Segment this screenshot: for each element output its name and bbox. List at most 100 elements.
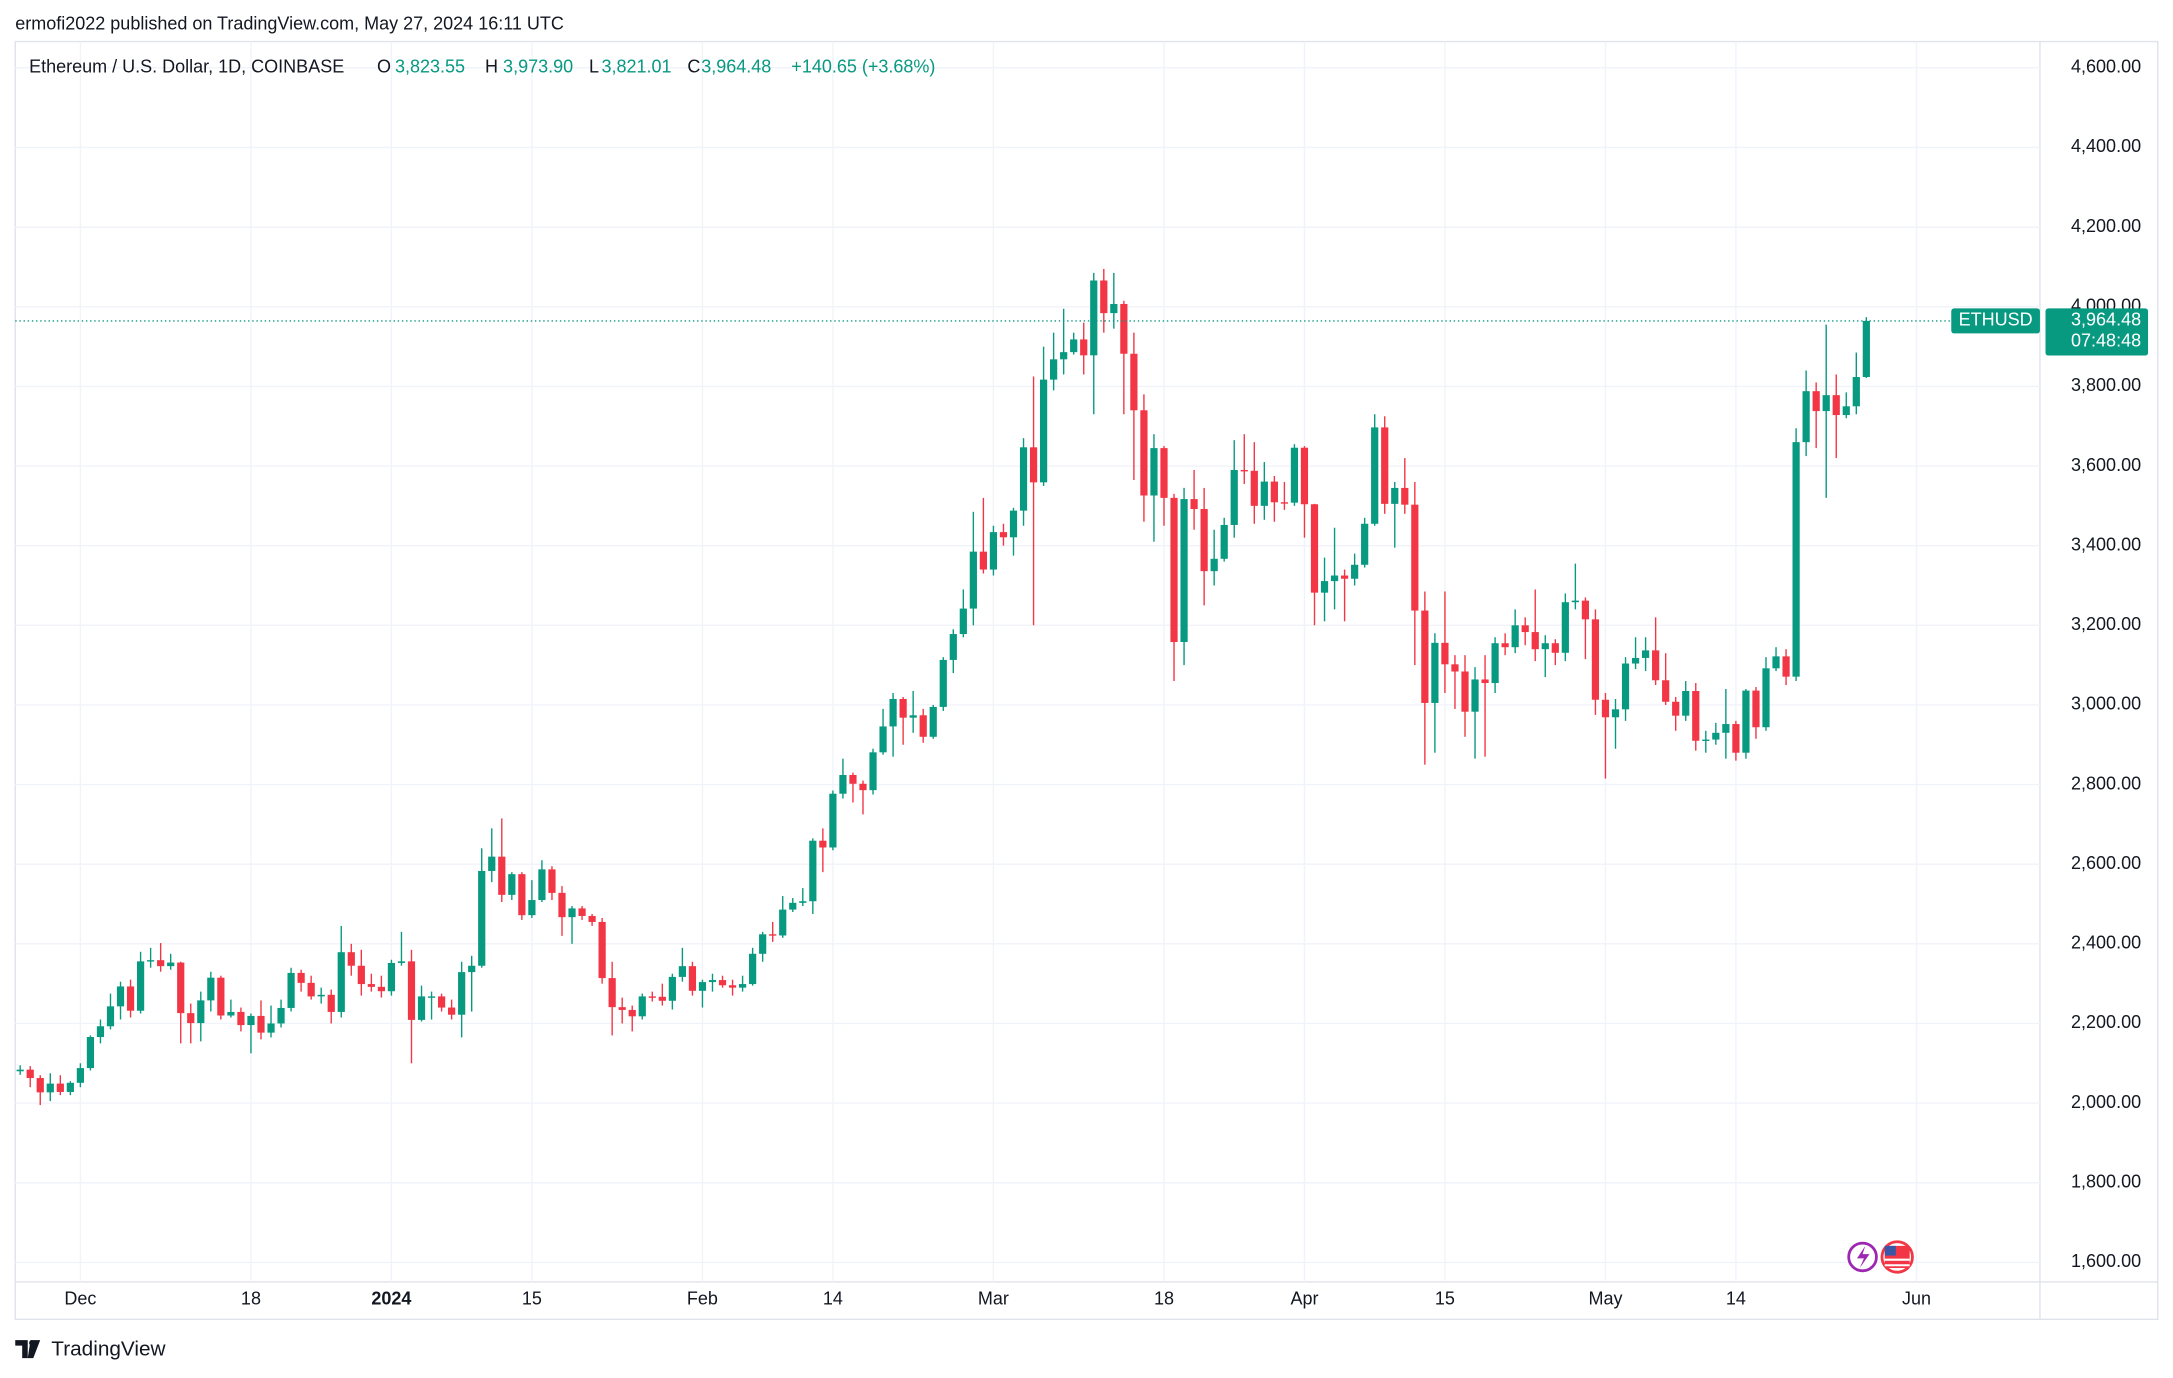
x-tick-label: Feb xyxy=(687,1289,718,1309)
candle-body xyxy=(26,1069,34,1079)
x-tick-label: Dec xyxy=(64,1289,96,1309)
candle-body xyxy=(237,1011,245,1026)
candle-body xyxy=(217,977,225,1016)
candle-body xyxy=(317,994,325,997)
candle-body xyxy=(367,984,375,987)
candle-body xyxy=(749,953,757,985)
x-tick-label: 15 xyxy=(522,1289,542,1309)
candle-body xyxy=(1371,427,1379,524)
candle-body xyxy=(86,1037,95,1069)
candle-body xyxy=(1340,575,1349,579)
y-tick-label: 4,600.00 xyxy=(2071,57,2141,77)
candle-body xyxy=(1150,448,1158,496)
candle-body xyxy=(1641,650,1650,658)
candle-body xyxy=(889,698,897,727)
candle-body xyxy=(1732,724,1740,753)
candle-body xyxy=(1431,642,1439,703)
candle-body xyxy=(1441,642,1449,665)
candle-body xyxy=(1611,709,1620,718)
candle-body xyxy=(949,634,957,660)
candle-body xyxy=(1762,668,1770,728)
candle-body xyxy=(1702,739,1710,741)
candle-body xyxy=(588,915,596,922)
y-tick-label: 3,400.00 xyxy=(2071,534,2141,554)
candle-body xyxy=(1752,690,1760,728)
candle-body xyxy=(407,961,416,1020)
candle-body xyxy=(167,962,175,967)
last-price-label: 3,964.48 xyxy=(2071,310,2141,330)
event-icon-flag xyxy=(1884,1245,1896,1256)
candle-body xyxy=(809,840,817,902)
chart-title: Ethereum / U.S. Dollar, 1D, COINBASE xyxy=(29,57,344,77)
candle-body xyxy=(1330,575,1339,582)
candle-body xyxy=(1421,610,1429,703)
candle-body xyxy=(909,715,917,718)
candle-body xyxy=(548,869,556,893)
candle-body xyxy=(1361,523,1369,565)
candle-body xyxy=(1531,632,1539,650)
candle-body xyxy=(1411,504,1419,611)
candle-body xyxy=(1130,353,1138,411)
candle-body xyxy=(1682,690,1690,716)
candle-body xyxy=(478,870,486,966)
candle-body xyxy=(1260,481,1268,506)
candle-body xyxy=(377,986,385,992)
candle-body xyxy=(1170,497,1178,643)
candle-body xyxy=(1481,679,1489,684)
brand-name: TradingView xyxy=(51,1337,166,1360)
y-tick-label: 3,600.00 xyxy=(2071,455,2141,475)
candle-body xyxy=(538,869,546,901)
candle-body xyxy=(969,551,977,609)
event-icons xyxy=(1847,1240,1914,1274)
legend-change: +140.65 (+3.68%) xyxy=(791,57,935,77)
candle-body xyxy=(738,984,747,988)
candle-body xyxy=(1852,377,1860,407)
candle-body xyxy=(728,985,737,988)
candle-body xyxy=(899,698,907,718)
candle-body xyxy=(1070,339,1078,353)
candle-body xyxy=(578,908,586,916)
candle-body xyxy=(919,715,927,737)
candle-body xyxy=(427,996,436,998)
y-tick-label: 2,800.00 xyxy=(2071,773,2141,793)
candle-body xyxy=(16,1069,24,1072)
candle-body xyxy=(989,532,998,570)
candle-body xyxy=(1351,564,1359,579)
candle-body xyxy=(1140,410,1148,496)
candle-body xyxy=(307,982,315,997)
candle-body xyxy=(458,972,466,1015)
candle-body xyxy=(76,1068,84,1083)
candle-body xyxy=(448,1007,456,1015)
candle-body xyxy=(999,532,1008,538)
candle-body xyxy=(126,986,135,1011)
candle-body xyxy=(1230,470,1238,525)
candle-body xyxy=(959,608,967,635)
candle-body xyxy=(1862,320,1870,378)
candle-body xyxy=(56,1083,64,1092)
candle-body xyxy=(628,1009,636,1017)
candle-body xyxy=(819,840,827,848)
candle-body xyxy=(1812,391,1820,412)
candle-body xyxy=(979,551,987,570)
brand-mark xyxy=(29,1340,35,1346)
legend-key: C xyxy=(687,57,700,77)
y-tick-label: 3,800.00 xyxy=(2071,375,2141,395)
candle-body xyxy=(1672,701,1680,716)
candle-body xyxy=(1090,280,1098,356)
candle-body xyxy=(648,996,656,998)
candle-body xyxy=(698,982,707,991)
candle-body xyxy=(1461,671,1469,712)
symbol-badge xyxy=(1951,308,2040,334)
candle-body xyxy=(1501,643,1509,648)
candle-body xyxy=(598,921,606,979)
candle-body xyxy=(678,966,686,977)
candle-body xyxy=(568,908,576,918)
candle-body xyxy=(1280,502,1288,504)
countdown-label: 07:48:48 xyxy=(2071,330,2141,350)
candle-body xyxy=(136,961,145,1011)
candle-body xyxy=(337,952,345,1012)
candle-body xyxy=(1310,504,1319,593)
candle-body xyxy=(387,962,396,992)
y-tick-label: 2,600.00 xyxy=(2071,853,2141,873)
